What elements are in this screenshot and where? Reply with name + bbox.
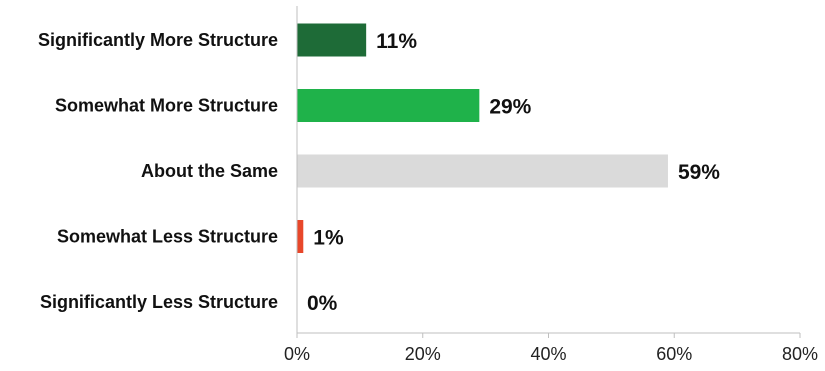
bars-layer <box>297 23 668 253</box>
category-label-3: Somewhat Less Structure <box>57 227 278 247</box>
bar-0 <box>297 23 367 57</box>
bar-3 <box>297 220 304 253</box>
x-tick-label-2: 40% <box>530 344 566 364</box>
x-tick-label-0: 0% <box>284 344 310 364</box>
data-label-2: 59% <box>678 161 720 184</box>
category-label-2: About the Same <box>141 161 278 181</box>
bar-1 <box>297 89 480 122</box>
x-tick-label-3: 60% <box>656 344 692 364</box>
x-tick-label-1: 20% <box>405 344 441 364</box>
category-label-1: Somewhat More Structure <box>55 96 278 116</box>
category-label-4: Significantly Less Structure <box>40 292 278 312</box>
data-label-4: 0% <box>307 292 338 315</box>
data-label-0: 11% <box>376 30 417 53</box>
x-tick-label-4: 80% <box>782 344 818 364</box>
x-axis: 0% 20% 40% 60% 80% <box>284 6 818 364</box>
data-label-3: 1% <box>313 227 344 250</box>
labels-layer: Significantly More Structure 11% Somewhat … <box>38 30 720 315</box>
data-label-1: 29% <box>489 96 531 119</box>
category-label-0: Significantly More Structure <box>38 30 278 50</box>
bar-2 <box>297 154 668 188</box>
